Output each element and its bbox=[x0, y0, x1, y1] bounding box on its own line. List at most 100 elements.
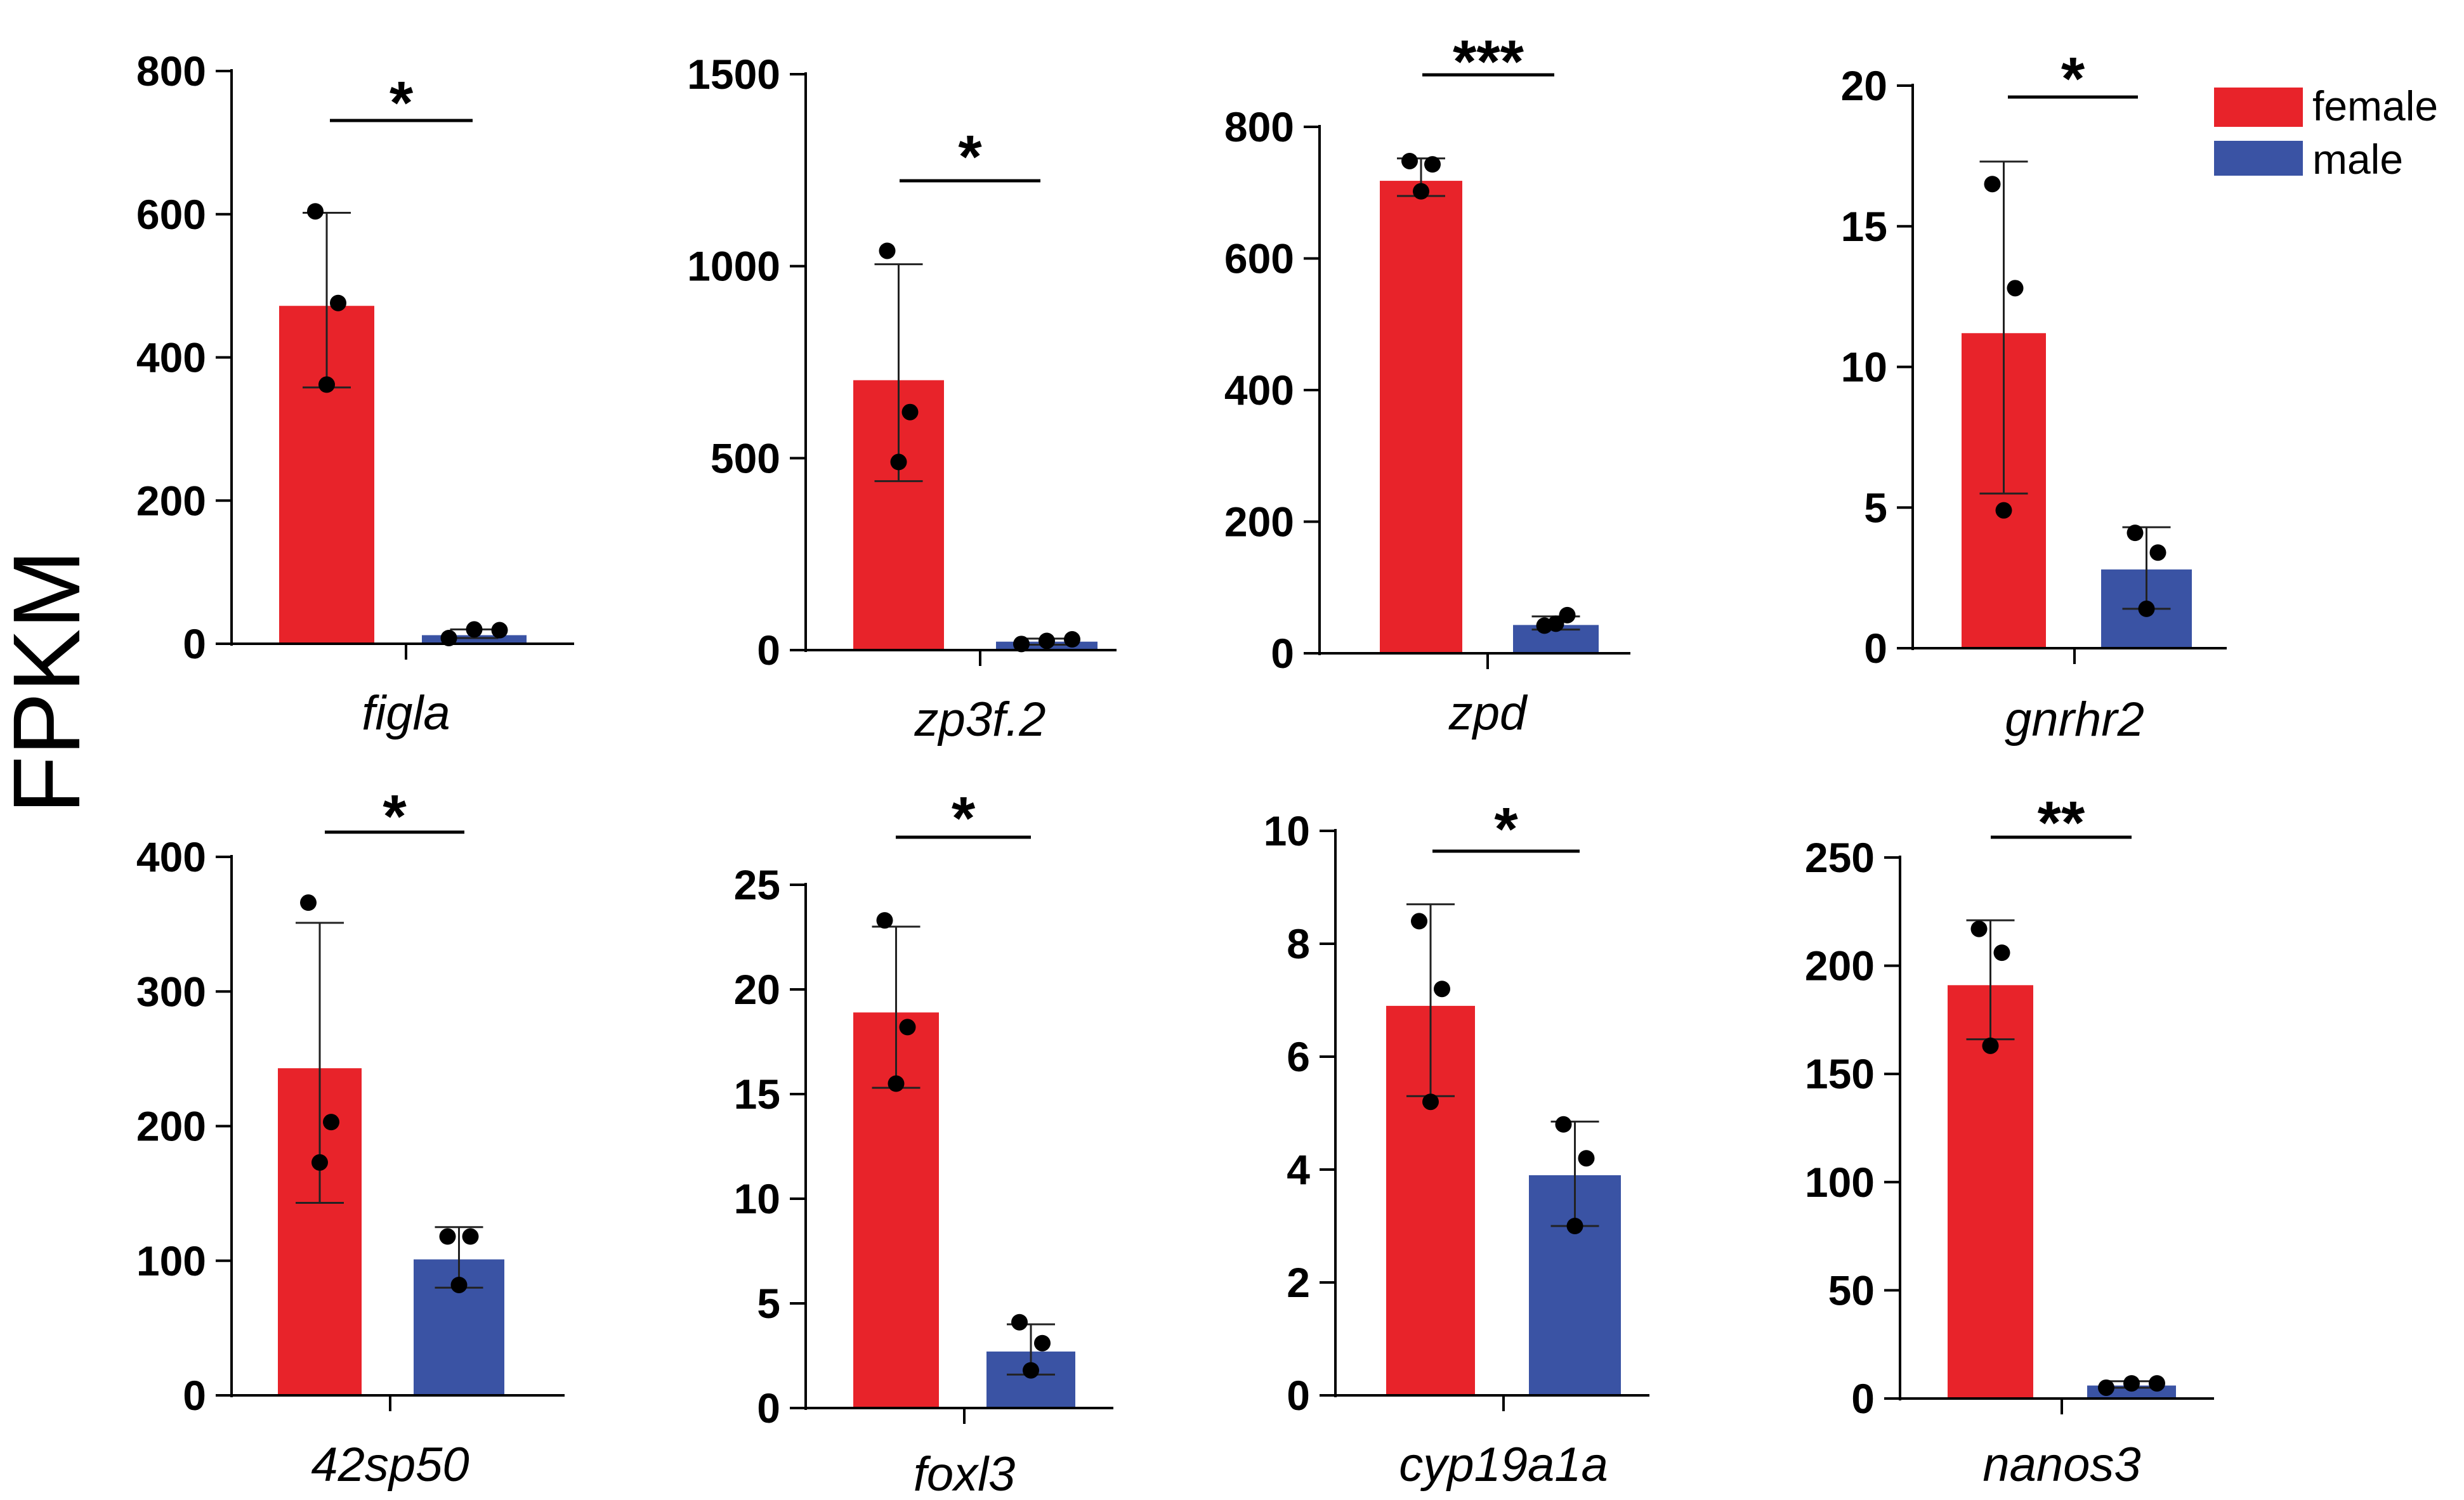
gene-label: gnrhr2 bbox=[2005, 693, 2144, 747]
significance-stars: *** bbox=[1453, 28, 1524, 96]
y-tick-label: 0 bbox=[183, 620, 206, 667]
panel-gnrhr2: 0 5 10 15 20 * gnrhr2 bbox=[1841, 45, 2227, 747]
gene-label: 42sp50 bbox=[311, 1438, 469, 1492]
y-tick-label: 200 bbox=[1224, 499, 1294, 545]
data-point-male bbox=[1578, 1150, 1595, 1167]
gene-label: figla bbox=[362, 686, 450, 740]
y-tick-label: 200 bbox=[1805, 942, 1875, 989]
data-point-male bbox=[2149, 544, 2166, 561]
y-tick-label: 20 bbox=[734, 966, 780, 1013]
data-point-female bbox=[323, 1114, 339, 1131]
data-point-male bbox=[2123, 1375, 2140, 1392]
data-point-female bbox=[1401, 152, 1418, 169]
y-tick-label: 4 bbox=[1287, 1146, 1310, 1193]
y-tick-label: 0 bbox=[1864, 625, 1887, 672]
y-tick-label: 0 bbox=[1287, 1372, 1310, 1419]
data-point-female bbox=[2007, 280, 2024, 297]
y-tick-label: 15 bbox=[734, 1071, 780, 1118]
data-point-female bbox=[1995, 502, 2012, 519]
data-point-male bbox=[1559, 606, 1576, 623]
y-tick-label: 50 bbox=[1828, 1267, 1875, 1314]
data-point-female bbox=[1413, 183, 1429, 200]
data-point-male bbox=[466, 621, 483, 638]
y-tick-label: 500 bbox=[711, 434, 780, 481]
data-point-male bbox=[2149, 1375, 2165, 1392]
significance-stars: * bbox=[1494, 795, 1518, 863]
panel-figla: 0 200 400 600 800 * figla bbox=[136, 48, 574, 740]
data-point-female bbox=[318, 376, 335, 393]
y-tick-label: 400 bbox=[136, 334, 206, 381]
data-point-male bbox=[1547, 615, 1564, 632]
data-point-female bbox=[300, 894, 317, 911]
data-point-female bbox=[888, 1075, 905, 1092]
y-tick-label: 0 bbox=[757, 1385, 780, 1432]
data-point-male bbox=[1034, 1334, 1051, 1352]
data-point-female bbox=[1434, 981, 1450, 998]
significance-stars: * bbox=[383, 783, 407, 851]
y-tick-label: 1000 bbox=[687, 243, 780, 290]
gene-label: nanos3 bbox=[1982, 1438, 2140, 1492]
y-tick-label: 0 bbox=[757, 627, 780, 674]
panel-zp3f.2: 0 500 1000 1500 * zp3f.2 bbox=[687, 51, 1117, 747]
y-tick-label: 20 bbox=[1841, 62, 1887, 109]
panel-cyp19a1a: 0 2 4 6 8 10 * cyp19a1a bbox=[1264, 795, 1649, 1492]
data-point-female bbox=[899, 1019, 916, 1036]
data-point-female bbox=[1993, 944, 2010, 962]
panel-zpd: 0 200 400 600 800 *** zpd bbox=[1224, 28, 1630, 740]
data-point-female bbox=[1970, 920, 1988, 937]
panel-42sp50: 0 100 200 300 400 * 42sp50 bbox=[136, 783, 565, 1492]
data-point-female bbox=[307, 203, 324, 220]
data-point-male bbox=[439, 1228, 456, 1245]
y-tick-label: 10 bbox=[1841, 344, 1887, 391]
y-tick-label: 800 bbox=[136, 48, 206, 95]
data-point-male bbox=[462, 1228, 479, 1245]
y-tick-label: 600 bbox=[136, 191, 206, 238]
legend-swatch-female bbox=[2214, 88, 2303, 127]
data-point-male bbox=[2127, 525, 2144, 542]
data-point-male bbox=[450, 1276, 468, 1293]
data-point-male bbox=[440, 629, 457, 646]
data-point-male bbox=[1039, 632, 1055, 649]
significance-stars: * bbox=[958, 123, 982, 191]
y-tick-label: 2 bbox=[1287, 1259, 1310, 1306]
bar-female bbox=[1380, 181, 1462, 653]
data-point-female bbox=[1984, 176, 2001, 193]
gene-label: zp3f.2 bbox=[914, 693, 1045, 747]
y-tick-label: 10 bbox=[1264, 807, 1310, 854]
panel-foxl3: 0 5 10 15 20 25 * foxl3 bbox=[734, 785, 1113, 1500]
gene-label: foxl3 bbox=[914, 1447, 1016, 1500]
data-point-female bbox=[1424, 156, 1441, 173]
significance-stars: * bbox=[390, 69, 414, 137]
y-tick-label: 250 bbox=[1805, 834, 1875, 881]
y-tick-label: 200 bbox=[136, 1103, 206, 1150]
data-point-female bbox=[876, 912, 893, 929]
data-point-female bbox=[901, 403, 919, 421]
bar-female bbox=[1948, 985, 2033, 1399]
significance-stars: * bbox=[952, 785, 976, 852]
data-point-female bbox=[1982, 1037, 1999, 1054]
data-point-male bbox=[1555, 1116, 1572, 1133]
gene-label: zpd bbox=[1448, 686, 1528, 740]
data-point-female bbox=[1422, 1093, 1439, 1111]
significance-stars: ** bbox=[2038, 789, 2085, 857]
data-point-male bbox=[2138, 600, 2155, 617]
y-tick-label: 5 bbox=[757, 1280, 780, 1327]
y-tick-label: 100 bbox=[136, 1237, 206, 1284]
legend-swatch-male bbox=[2214, 141, 2303, 176]
panel-nanos3: 0 50 100 150 200 250 ** nanos3 bbox=[1805, 789, 2214, 1492]
y-tick-label: 10 bbox=[734, 1175, 780, 1222]
y-tick-label: 0 bbox=[1851, 1375, 1875, 1422]
y-tick-label: 0 bbox=[183, 1372, 206, 1419]
y-tick-label: 15 bbox=[1841, 203, 1887, 250]
data-point-male bbox=[1566, 1218, 1583, 1234]
y-tick-label: 800 bbox=[1224, 103, 1294, 150]
y-tick-label: 300 bbox=[136, 968, 206, 1015]
y-axis-title: FPKM bbox=[0, 550, 100, 814]
data-point-male bbox=[1023, 1362, 1039, 1379]
y-tick-label: 400 bbox=[136, 833, 206, 880]
data-point-male bbox=[1064, 631, 1080, 648]
y-tick-label: 600 bbox=[1224, 235, 1294, 282]
legend-label-male: male bbox=[2312, 136, 2403, 183]
data-point-female bbox=[311, 1154, 328, 1171]
